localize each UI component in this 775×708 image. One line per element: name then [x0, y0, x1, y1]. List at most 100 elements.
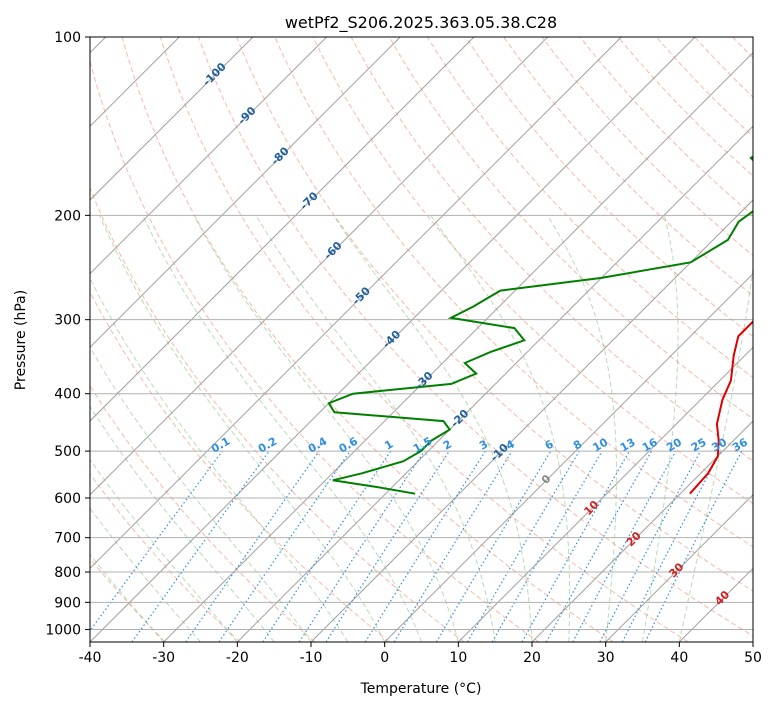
dry-adiabat-label: 40 [712, 588, 732, 608]
dry-adiabat-line [274, 37, 753, 548]
mixing-ratio-label: 13 [618, 436, 638, 455]
moist-adiabat-line [547, 215, 617, 642]
isotherm-label: -70 [298, 189, 321, 212]
mixing-ratio-label: 0.4 [306, 434, 330, 455]
moist-adiabat-line [678, 264, 753, 642]
dry-adiabat-line [694, 37, 753, 98]
x-axis-label: Temperature (°C) [360, 681, 482, 697]
mixing-ratio-label: 16 [640, 435, 660, 454]
mixing-ratio-line [393, 450, 513, 642]
isotherm-label: 0 [539, 472, 554, 487]
moist-adiabat-line [255, 215, 496, 642]
dry-adiabat-line [732, 37, 753, 59]
dry-adiabat-label: 10 [581, 498, 601, 518]
y-tick-label: 200 [54, 208, 81, 224]
isotherm-line [752, 641, 753, 642]
mixing-ratio-line [298, 450, 425, 642]
x-tick-label: 40 [670, 650, 688, 666]
mixing-ratio-line [521, 450, 631, 642]
y-axis-label: Pressure (hPa) [13, 290, 29, 390]
isotherm-label: -80 [269, 144, 292, 167]
mixing-ratio-line [572, 450, 677, 642]
isotherm-line [531, 420, 753, 642]
moist-adiabat-line [193, 215, 459, 642]
line-labels: -100-90-80-70-60-50-40-30-20-1000.1 0.2 0.… [200, 60, 750, 608]
isotherm-label: -100 [200, 60, 229, 89]
x-tick-label: -10 [300, 650, 323, 666]
isotherm-line [90, 37, 475, 422]
y-tick-label: 300 [54, 313, 81, 329]
moist-adiabat-line [99, 215, 386, 642]
mixing-ratio-label: 0.6 [337, 434, 361, 455]
dry-adiabat-line [541, 37, 753, 257]
mixing-ratio-label: 0.1 [209, 435, 232, 456]
isotherm-line [90, 37, 622, 570]
y-tick-label: 1000 [45, 622, 81, 638]
dry-adiabat-line [236, 37, 753, 592]
isotherm-line [90, 37, 696, 642]
mixing-ratio-line [435, 450, 552, 642]
mixing-ratio-line [621, 450, 722, 642]
isotherm-line [236, 125, 753, 642]
moist-adiabat-line [642, 215, 679, 642]
plot-frame [89, 36, 754, 643]
isotherm-label: -40 [380, 328, 403, 351]
dry-adiabat-line [121, 37, 614, 642]
dry-adiabat-line [579, 37, 753, 217]
mixing-ratio-label: 1 [382, 438, 395, 453]
mixing-ratio-label: 0.2 [256, 435, 279, 456]
temperature-profile [689, 320, 753, 495]
mixing-ratio-label: 20 [664, 435, 684, 454]
isotherm-line [605, 493, 753, 642]
y-tick-label: 100 [54, 30, 81, 46]
mixing-ratio-label: 25 [689, 436, 709, 455]
isotherm-line [90, 37, 254, 201]
dry-adiabat-line [771, 37, 775, 642]
moist-adiabat-line [430, 215, 571, 642]
x-tick-label: 0 [380, 650, 389, 666]
x-tick-label: 50 [744, 650, 762, 666]
isotherm-line [163, 51, 753, 642]
dry-adiabat-line [90, 384, 316, 642]
isotherm-line [384, 272, 753, 642]
y-tick-label: 400 [54, 387, 81, 403]
moist-adiabat-line [90, 507, 201, 642]
isotherm-line [90, 37, 401, 349]
moist-adiabat-line [90, 458, 238, 642]
moist-adiabat-line [90, 346, 312, 642]
x-tick-label: -40 [79, 650, 102, 666]
x-tick-label: 20 [523, 650, 541, 666]
dry-adiabat-label: 20 [624, 529, 644, 549]
mixing-ratio-line [466, 450, 580, 642]
isotherm-label: -30 [412, 369, 435, 392]
mixing-ratio-label: 1.5 [411, 435, 434, 456]
moist-adiabat-line [90, 553, 165, 642]
mixing-ratio-line [364, 450, 486, 642]
y-tick-label: 700 [54, 531, 81, 547]
x-tick-label: 10 [449, 650, 467, 666]
dry-adiabat-line [388, 37, 753, 420]
x-tick-label: 30 [597, 650, 615, 666]
isotherm-line [310, 199, 753, 642]
moist-adiabat-line [142, 215, 422, 642]
mixing-ratio-line [218, 450, 351, 642]
mixing-ratio-label: 30 [709, 435, 729, 454]
y-tick-label: 600 [54, 491, 81, 507]
dry-adiabat-line [90, 472, 241, 642]
dry-adiabat-line [350, 37, 753, 462]
mixing-ratio-line [545, 450, 653, 642]
dry-adiabat-line [312, 37, 753, 505]
mixing-ratio-label: 10 [591, 435, 611, 454]
chart-title: wetPf2_S206.2025.363.05.38.C28 [285, 13, 557, 33]
x-tick-label: -30 [152, 650, 175, 666]
mixing-ratio-label: 36 [730, 435, 750, 454]
isotherm-label: -50 [350, 284, 373, 307]
isotherm-line [678, 567, 753, 642]
dry-adiabat-line [503, 37, 753, 297]
dry-adiabat-line [159, 37, 689, 642]
background-lines [90, 37, 775, 642]
dry-adiabat-line [90, 59, 540, 642]
y-tick-label: 500 [54, 444, 81, 460]
mixing-ratio-line [491, 450, 603, 642]
